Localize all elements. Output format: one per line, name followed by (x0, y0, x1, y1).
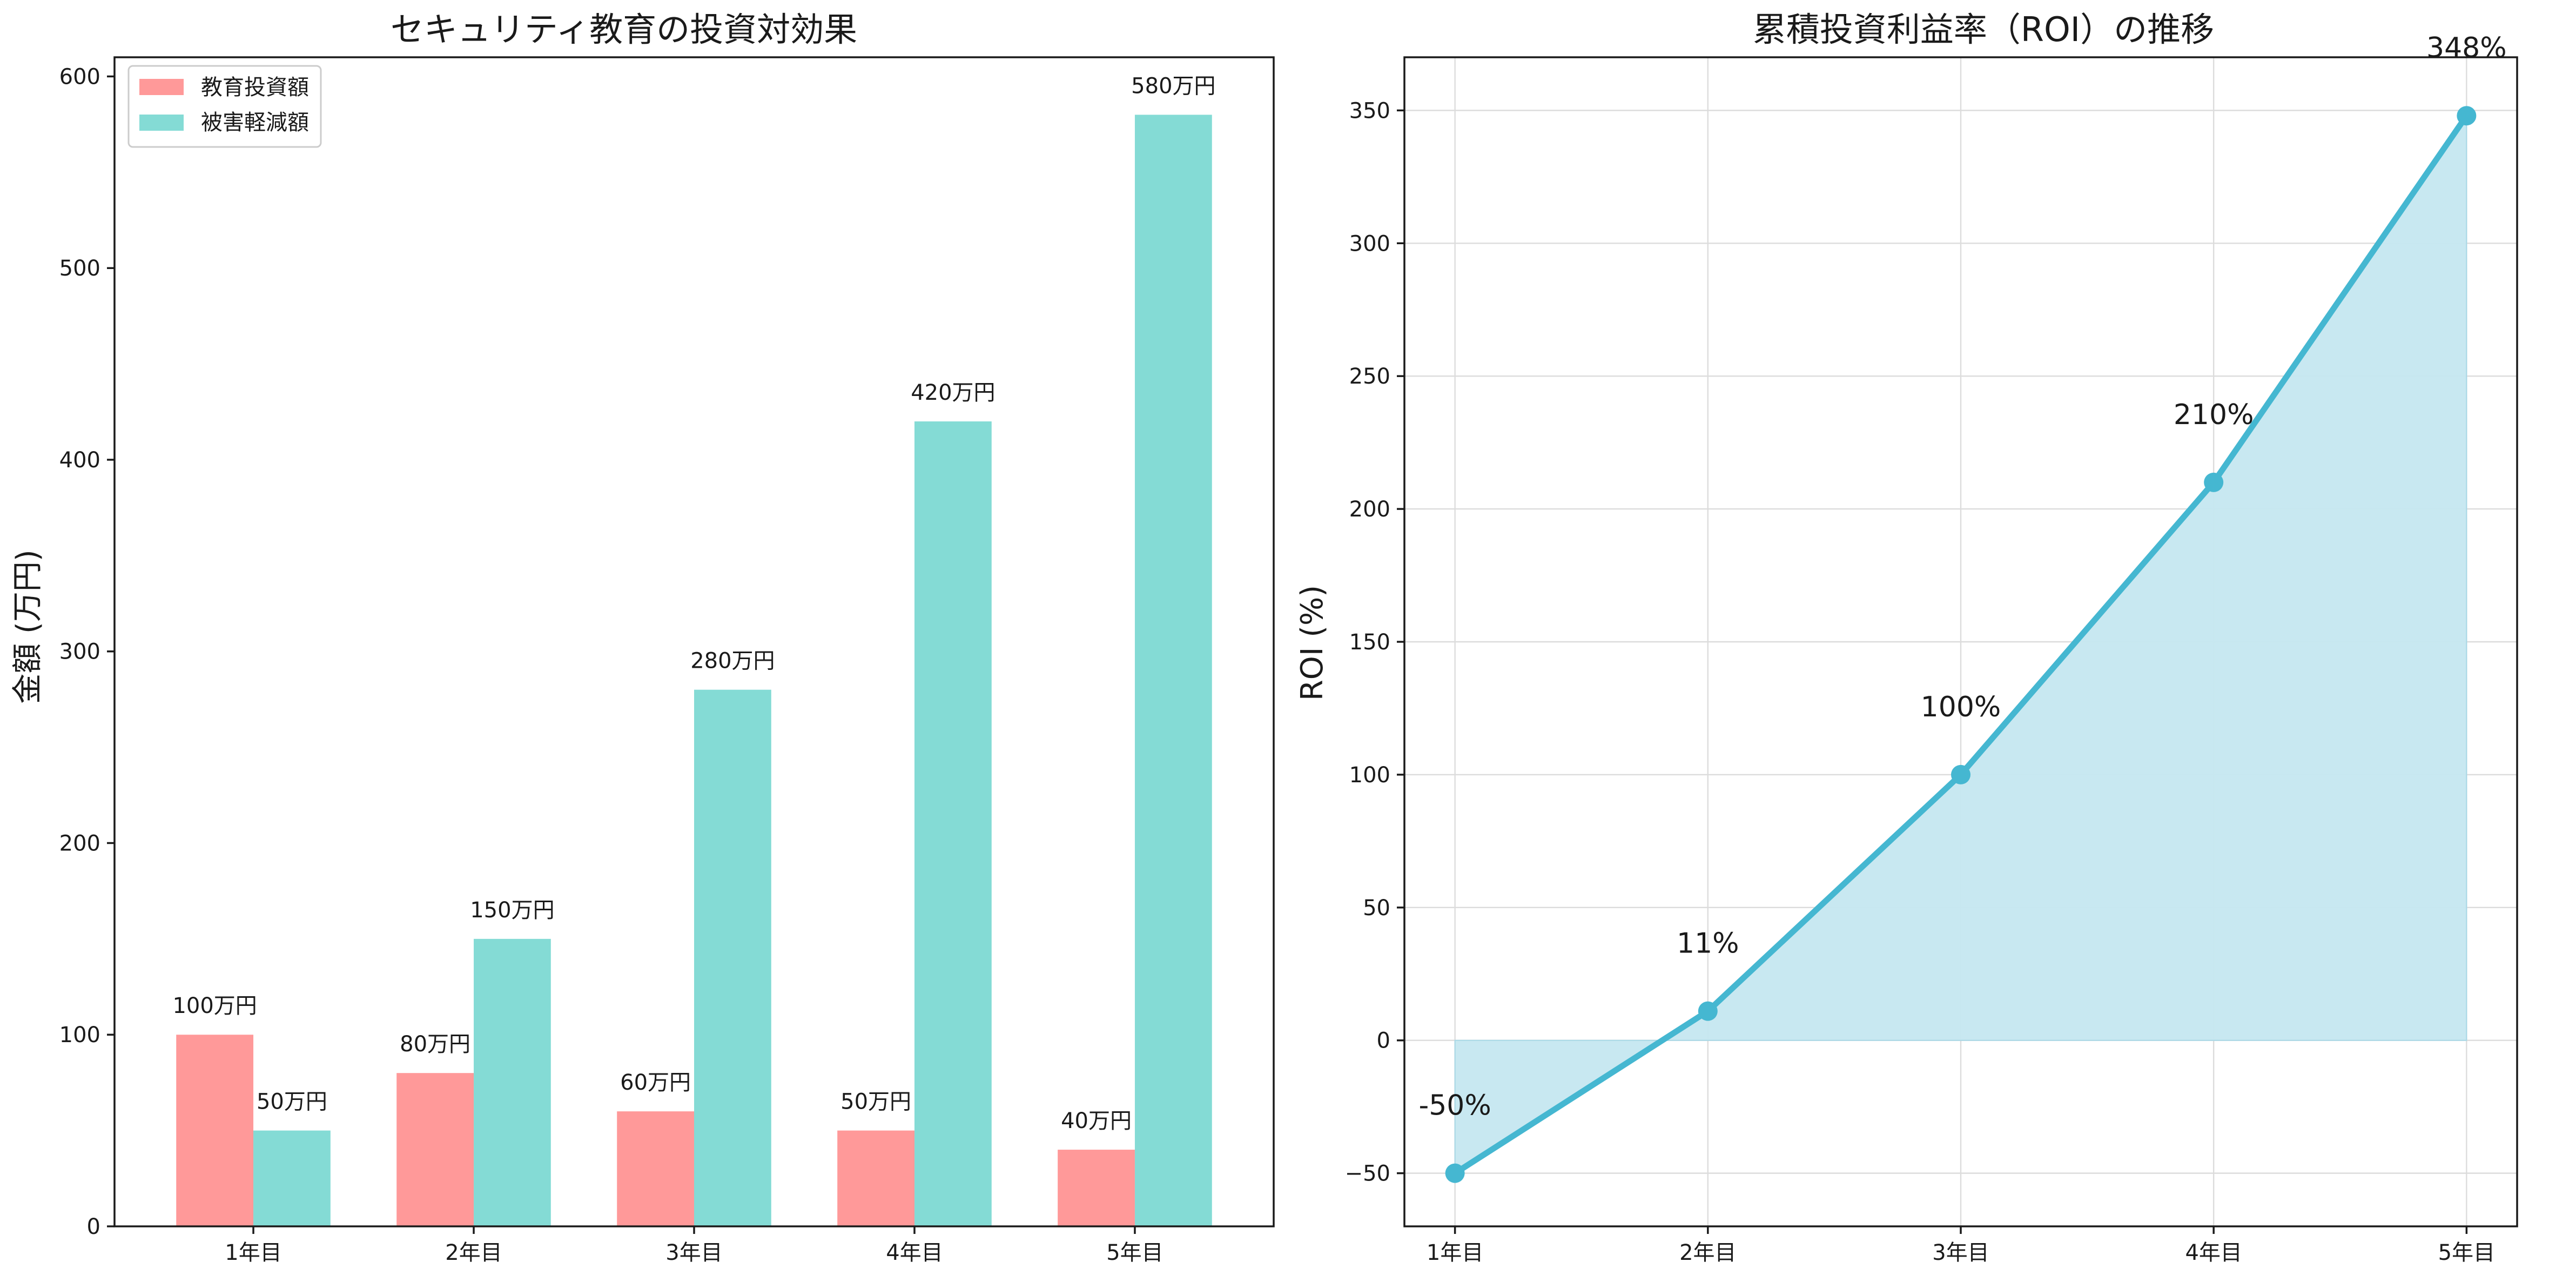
bar-labels: 100万円 80万円 60万円 50万円 40万円 50万円 150万円 280万円 420万円… (172, 73, 1215, 1133)
bar-value-label: 80万円 (400, 1032, 470, 1057)
roi-point (1445, 1163, 1465, 1183)
bar-value-label: 420万円 (911, 380, 995, 405)
legend-label-investment: 教育投資額 (201, 75, 309, 100)
bar (474, 938, 551, 1226)
y-tick-label: 200 (59, 831, 100, 856)
y-axis-label: ROI (%) (1295, 585, 1330, 701)
bar (914, 421, 992, 1227)
x-tick-label: 2年目 (1679, 1240, 1736, 1265)
roi-value-label: -50% (1418, 1090, 1491, 1122)
bar (694, 689, 771, 1226)
y-tick-label: 0 (87, 1214, 100, 1239)
bar-value-label: 40万円 (1061, 1109, 1132, 1133)
x-tick-label: 5年目 (2438, 1240, 2495, 1265)
x-tick-label: 5年目 (1106, 1240, 1163, 1265)
chart-title: 累積投資利益率（ROI）の推移 (1753, 10, 2214, 49)
roi-value-label: 348% (2426, 32, 2507, 64)
chart-title: セキュリティ教育の投資対効果 (391, 10, 857, 49)
bar-value-label: 150万円 (470, 898, 554, 923)
y-tick-label: 150 (1349, 630, 1390, 655)
roi-value-label: 210% (2174, 399, 2254, 431)
y-tick-label: 350 (1349, 98, 1390, 123)
roi-labels: -50% 11% 100% 210% 348% (1418, 32, 2506, 1122)
legend-swatch-damage-reduction (139, 115, 184, 131)
y-tick-label: 200 (1349, 497, 1390, 522)
bar-value-label: 50万円 (840, 1090, 911, 1115)
legend-swatch-investment (139, 79, 184, 95)
x-tick-label: 4年目 (2185, 1240, 2242, 1265)
y-tick-label: 50 (1363, 896, 1390, 921)
roi-points (1445, 106, 2477, 1183)
y-axis-label: 金額 (万円) (10, 549, 45, 704)
roi-point (2204, 472, 2224, 492)
y-tick-label: 100 (59, 1023, 100, 1048)
roi-value-label: 100% (1921, 691, 2001, 723)
bars (176, 115, 1212, 1227)
roi-trend-chart: 累積投資利益率（ROI）の推移 ROI (%) -50% 11% 100% 210% 3… (1295, 10, 2518, 1265)
investment-effect-chart: セキュリティ教育の投資対効果 金額 (万円) 100万円 80万円 60万円 50万円… (10, 10, 1275, 1265)
bar-value-label: 50万円 (257, 1090, 327, 1115)
bar (253, 1130, 331, 1226)
x-tick-label: 1年目 (225, 1240, 281, 1265)
roi-point (1951, 764, 1970, 784)
y-axis-ticks: −50 0 50 100 150 200 250 300 350 (1345, 98, 1404, 1186)
roi-value-label: 11% (1677, 928, 1739, 960)
bar (1058, 1150, 1135, 1226)
bar-value-label: 60万円 (620, 1070, 691, 1095)
bar-value-label: 280万円 (690, 649, 775, 674)
legend-label-damage-reduction: 被害軽減額 (201, 110, 309, 135)
x-tick-label: 2年目 (445, 1240, 502, 1265)
y-tick-label: 100 (1349, 763, 1390, 788)
bar (617, 1111, 694, 1226)
x-axis-ticks: 1年目 2年目 3年目 4年目 5年目 (225, 1226, 1163, 1265)
y-tick-label: 600 (59, 64, 100, 89)
y-tick-label: 300 (59, 640, 100, 665)
bar (837, 1130, 914, 1226)
y-axis-ticks: 0 100 200 300 400 500 600 (59, 64, 115, 1239)
y-tick-label: 300 (1349, 231, 1390, 256)
y-tick-label: 500 (59, 256, 100, 281)
legend: 教育投資額 被害軽減額 (127, 65, 322, 148)
bar-value-label: 580万円 (1131, 73, 1215, 98)
y-tick-label: −50 (1345, 1162, 1390, 1186)
x-tick-label: 1年目 (1427, 1240, 1483, 1265)
y-tick-label: 0 (1377, 1029, 1390, 1053)
x-tick-label: 3年目 (1932, 1240, 1989, 1265)
bar (1134, 115, 1212, 1226)
y-tick-label: 250 (1349, 364, 1390, 389)
y-tick-label: 400 (59, 448, 100, 473)
x-tick-label: 3年目 (665, 1240, 722, 1265)
bar (396, 1073, 474, 1226)
x-tick-label: 4年目 (886, 1240, 943, 1265)
bar-value-label: 100万円 (172, 994, 257, 1018)
roi-point (1698, 1001, 1718, 1021)
bar (176, 1035, 254, 1226)
x-axis-ticks: 1年目 2年目 3年目 4年目 5年目 (1427, 1226, 2495, 1265)
roi-point (2457, 106, 2477, 126)
